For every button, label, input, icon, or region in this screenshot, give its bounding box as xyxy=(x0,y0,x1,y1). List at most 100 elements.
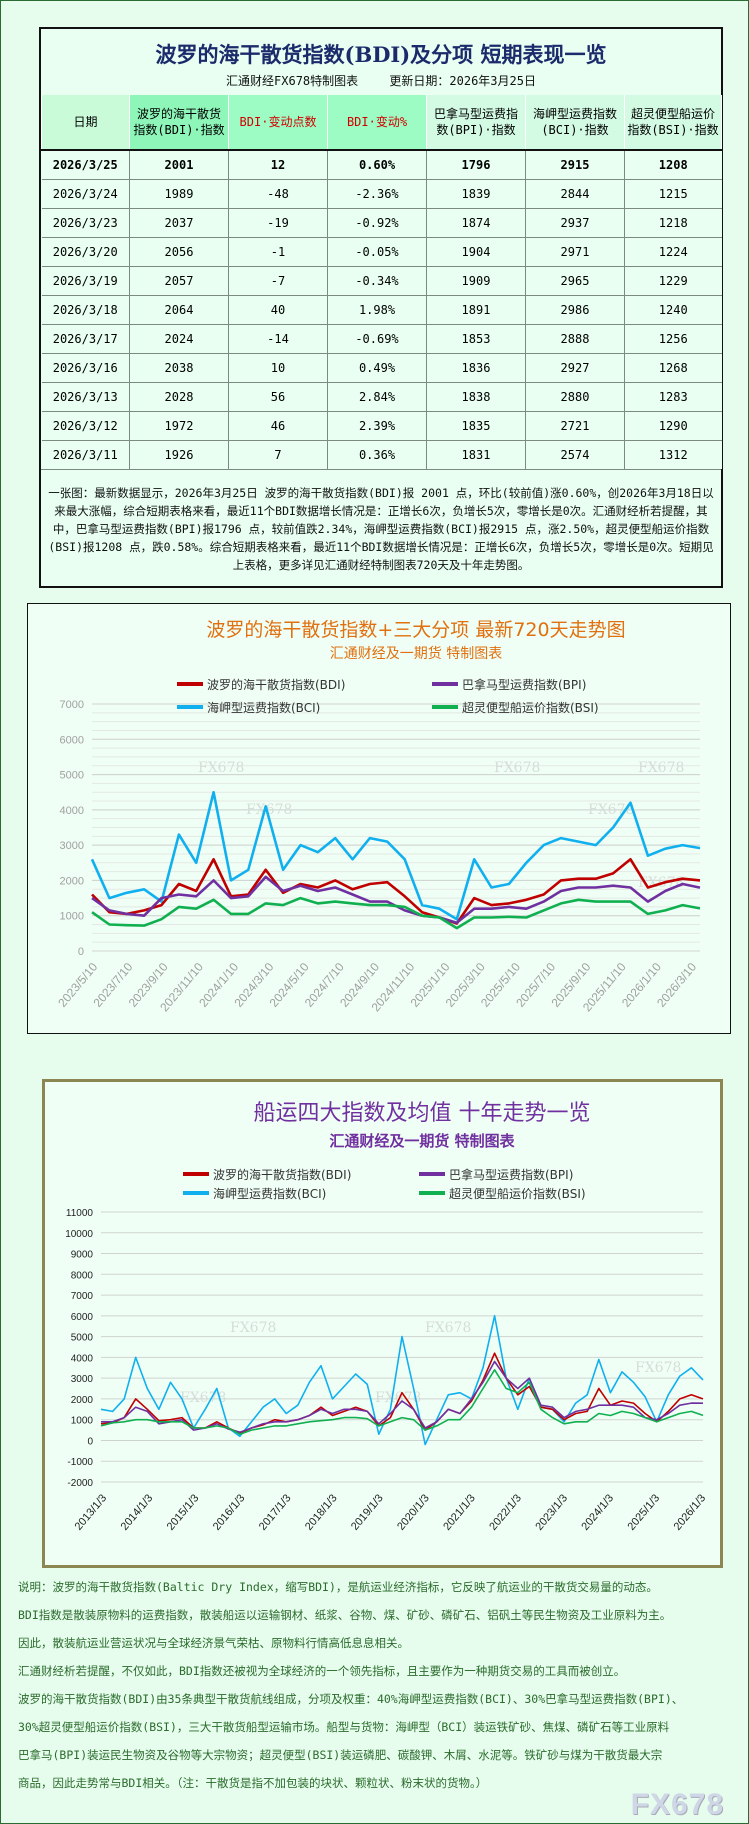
chart-subtitle: 汇通财经及一期货 特制图表 xyxy=(330,645,502,662)
table-cell: -19 xyxy=(228,208,328,238)
series-line-bsi xyxy=(91,896,701,930)
table-cell: 1.98% xyxy=(327,295,427,325)
column-header: 海岬型运费指数(BCI)·指数 xyxy=(525,95,625,150)
table-row: 2026/3/19 2057 -7 -0.34% 1909 2965 1229 xyxy=(41,266,722,296)
legend-label-bpi: 巴拿马型运费指数(BPI) xyxy=(462,677,586,692)
watermark: FX678 xyxy=(180,1390,226,1406)
summary-table-panel: 波罗的海干散货指数(BDI)及分项 短期表现一览 汇通财经FX678特制图表 更… xyxy=(39,27,723,588)
y-tick-label: 0 xyxy=(87,1436,93,1447)
y-tick-label: 4000 xyxy=(60,805,84,817)
table-cell: 2038 xyxy=(129,353,229,383)
table-cell: 1218 xyxy=(624,208,722,238)
table-cell: 2986 xyxy=(525,295,625,325)
table-cell: 1831 xyxy=(426,440,526,469)
note-line: 巴拿马(BPI)装运民生物资及谷物等大宗物资；超灵便型(BSI)装运磷肥、碳酸钾… xyxy=(18,1748,663,1762)
y-tick-label: 9000 xyxy=(71,1250,94,1261)
bdi-table: 日期 波罗的海干散货指数(BDI)·指数 BDI·变动点数 BDI·变动% 巴拿马型运费… xyxy=(41,95,722,469)
y-tick-label: 6000 xyxy=(60,734,84,746)
table-row: 2026/3/17 2024 -14 -0.69% 1853 2888 1256 xyxy=(41,324,722,354)
table-cell: -48 xyxy=(228,179,328,209)
table-cell: 2026/3/19 xyxy=(41,266,130,296)
watermark: FX678 xyxy=(246,802,292,818)
table-cell: 1215 xyxy=(624,179,722,209)
table-cell: 2026/3/24 xyxy=(41,179,130,209)
table-cell: 40 xyxy=(228,295,328,325)
y-tick-label: 3000 xyxy=(71,1374,94,1385)
legend-swatch-bpi xyxy=(432,682,458,686)
watermark: FX678 xyxy=(198,760,244,776)
watermark: FX678 xyxy=(375,1390,421,1406)
table-cell: 0.60% xyxy=(327,149,427,180)
table-cell: 2915 xyxy=(525,149,625,180)
table-cell: 2.84% xyxy=(327,382,427,412)
watermark: FX678 xyxy=(588,802,634,818)
x-tick-label: 2019/1/3 xyxy=(349,1492,386,1533)
notes-section: 说明：波罗的海干散货指数(Baltic Dry Index，缩写BDI)，是航运… xyxy=(18,1573,748,1797)
y-tick-label: 7000 xyxy=(71,1291,94,1302)
table-cell: 2965 xyxy=(525,266,625,296)
table-cell: 2057 xyxy=(129,266,229,296)
table-cell: 1853 xyxy=(426,324,526,354)
x-tick-label: 2023/1/3 xyxy=(533,1492,570,1533)
table-cell: 2026/3/20 xyxy=(41,237,130,267)
table-cell: 0.36% xyxy=(327,440,427,469)
note-line: BDI指数是散装原物料的运费指数，散装船运以运输钢材、纸浆、谷物、煤、矿砂、磷矿… xyxy=(18,1608,672,1622)
legend-label-bpi: 巴拿马型运费指数(BPI) xyxy=(449,1167,573,1182)
table-cell: 2888 xyxy=(525,324,625,354)
y-tick-label: 11000 xyxy=(66,1208,94,1219)
x-tick-label: 2024/1/3 xyxy=(579,1492,616,1533)
table-cell: 1909 xyxy=(426,266,526,296)
x-tick-label: 2015/1/3 xyxy=(165,1492,202,1533)
y-tick-label: 1000 xyxy=(60,911,84,923)
table-cell: 7 xyxy=(228,440,328,469)
table-cell: 1839 xyxy=(426,179,526,209)
table-cell: 1256 xyxy=(624,324,722,354)
y-tick-label: 4000 xyxy=(71,1353,94,1364)
x-tick-label: 2021/1/3 xyxy=(441,1492,478,1533)
fx678-logo: FX678 xyxy=(630,1788,724,1821)
column-header: 波罗的海干散货指数(BDI)·指数 xyxy=(129,95,229,150)
y-tick-label: 6000 xyxy=(71,1312,94,1323)
x-tick-label: 2016/1/3 xyxy=(211,1492,248,1533)
table-cell: 1836 xyxy=(426,353,526,383)
table-cell: 1891 xyxy=(426,295,526,325)
table-row: 2026/3/25 2001 12 0.60% 1796 2915 1208 xyxy=(41,149,722,180)
table-header-row: 日期 波罗的海干散货指数(BDI)·指数 BDI·变动点数 BDI·变动% 巴拿马型运费… xyxy=(41,95,722,150)
table-cell: 2927 xyxy=(525,353,625,383)
note-line: 说明：波罗的海干散货指数(Baltic Dry Index，缩写BDI)，是航运… xyxy=(18,1580,658,1594)
table-cell: -0.05% xyxy=(327,237,427,267)
x-tick-label: 2022/1/3 xyxy=(487,1492,524,1533)
chart-title: 波罗的海干散货指数+三大分项 最新720天走势图 xyxy=(206,619,625,641)
watermark: FX678 xyxy=(230,1320,276,1336)
chart-title: 船运四大指数及均值 十年走势一览 xyxy=(254,1101,591,1126)
watermark: FX678 xyxy=(635,1360,681,1376)
table-cell: 10 xyxy=(228,353,328,383)
table-cell: 2026/3/13 xyxy=(41,382,130,412)
x-tick-label: 2026/1/3 xyxy=(672,1492,709,1533)
table-row: 2026/3/12 1972 46 2.39% 1835 2721 1290 xyxy=(41,411,722,441)
x-tick-label: 2017/1/3 xyxy=(257,1492,294,1533)
table-cell: 2026/3/18 xyxy=(41,295,130,325)
table-cell: 2.39% xyxy=(327,411,427,441)
y-tick-label: 2000 xyxy=(71,1395,94,1406)
table-cell: 1283 xyxy=(624,382,722,412)
watermark: FX678 xyxy=(494,760,540,776)
series-line-bdi xyxy=(91,858,701,925)
chart-720-day: 波罗的海干散货指数+三大分项 最新720天走势图汇通财经及一期货 特制图表 0 10… xyxy=(27,603,731,1034)
legend-swatch-bpi xyxy=(419,1172,445,1176)
table-row: 2026/3/11 1926 7 0.36% 1831 2574 1312 xyxy=(41,440,722,469)
x-tick-label: 2025/1/3 xyxy=(625,1492,662,1533)
y-tick-label: 0 xyxy=(78,946,84,958)
column-header: 超灵便型船运价指数(BSI)·指数 xyxy=(624,95,722,150)
table-cell: -0.34% xyxy=(327,266,427,296)
table-cell: 0.49% xyxy=(327,353,427,383)
table-cell: 2024 xyxy=(129,324,229,354)
table-cell: 2721 xyxy=(525,411,625,441)
table-cell: 2026/3/16 xyxy=(41,353,130,383)
legend-swatch-bsi xyxy=(419,1191,445,1195)
table-cell: 1208 xyxy=(624,149,722,180)
y-tick-label: 3000 xyxy=(60,840,84,852)
table-cell: 46 xyxy=(228,411,328,441)
column-header: BDI·变动点数 xyxy=(228,95,328,150)
note-line: 波罗的海干散货指数(BDI)由35条典型干散货航线组成，分项及权重：40%海岬型… xyxy=(18,1692,684,1706)
